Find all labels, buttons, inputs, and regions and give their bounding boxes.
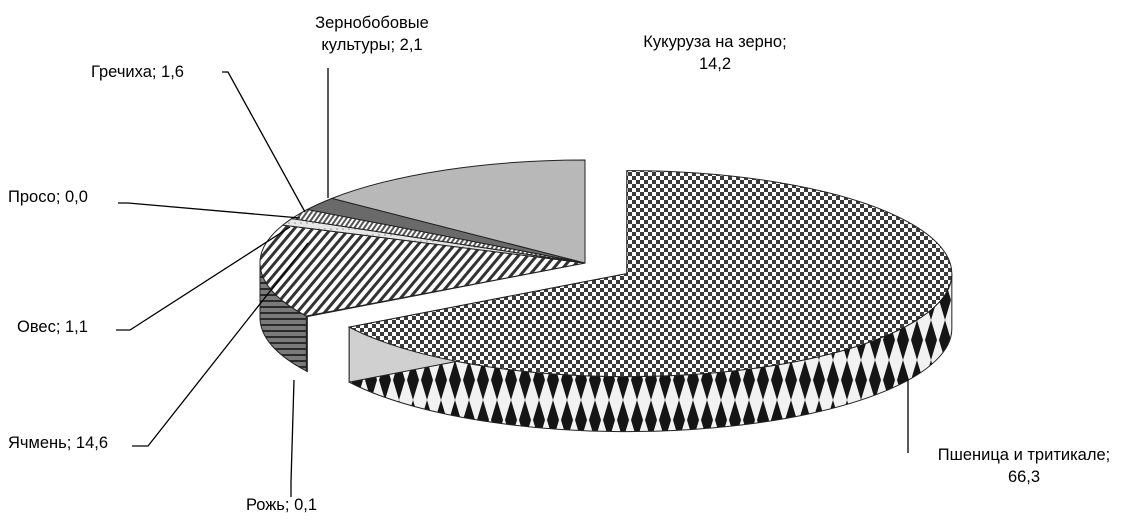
slice-label-buckwheat: Гречиха; 1,6 [91, 63, 184, 81]
slice-0 [347, 170, 953, 378]
leader-line-2 [116, 226, 291, 331]
leader-line-1 [118, 202, 301, 219]
slice-label-millet: Просо; 0,0 [8, 188, 88, 206]
leader-line-0 [222, 71, 306, 213]
leader-lines [116, 68, 909, 497]
slice-label-barley: Ячмень; 14,6 [8, 434, 109, 452]
slice-2 [259, 224, 586, 317]
pie-slices [259, 159, 953, 433]
leader-line-3 [132, 242, 309, 447]
leader-line-4 [290, 379, 295, 497]
slice-label-corn: Кукуруза на зерно; 14,2 [643, 33, 787, 73]
slice-7 [330, 159, 586, 264]
slice-label-oats: Овес; 1,1 [17, 318, 88, 336]
slice-label-wheat: Пшеница и тритикале; 66,3 [937, 446, 1111, 486]
slice-label-beans: Зернобобовые культуры; 2,1 [315, 14, 429, 54]
slice-label-rye: Рожь; 0,1 [246, 496, 318, 514]
